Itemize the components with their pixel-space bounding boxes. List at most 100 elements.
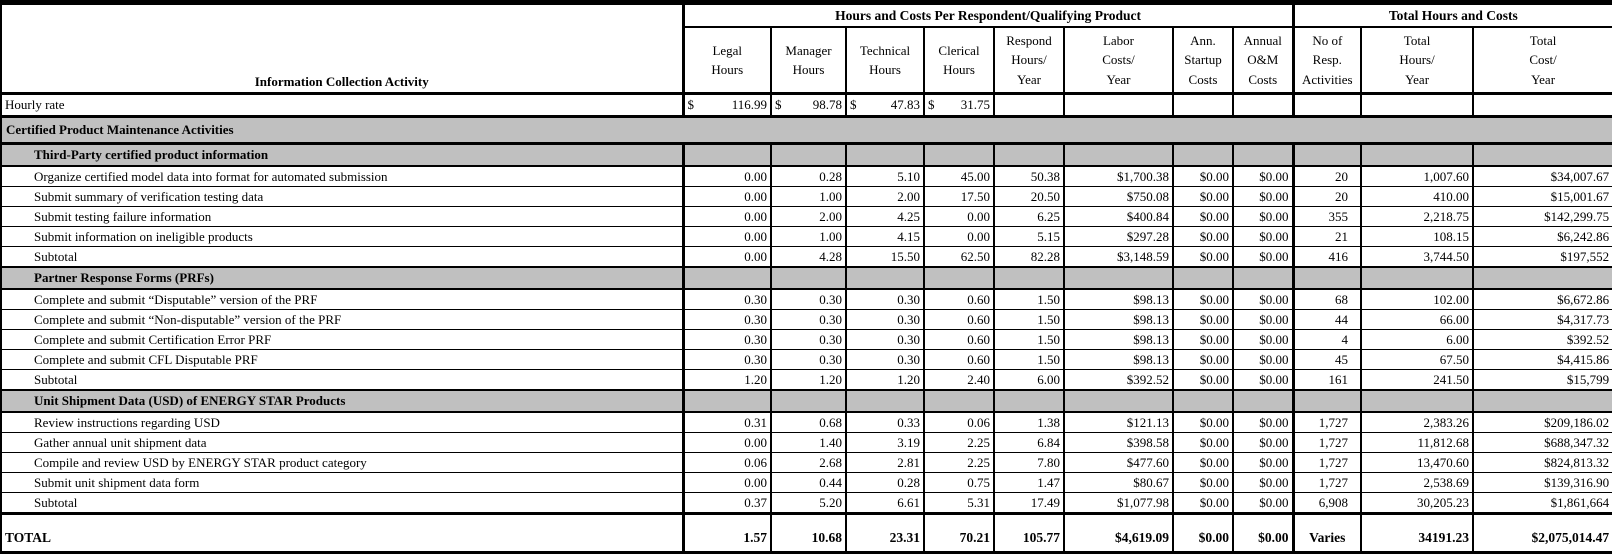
cell-labor-costs-year: $1,700.38: [1063, 165, 1174, 187]
cell-legal-hours: 1.20: [682, 369, 772, 391]
activity-label: Submit information on ineligible product…: [0, 226, 685, 247]
cell-labor-costs-year: $98.13: [1063, 288, 1174, 310]
cell-legal-hours: 0.30: [682, 309, 772, 330]
cell-respond-hours-year: 6.25: [993, 206, 1065, 227]
cell-annual-om-costs: $0.00: [1231, 349, 1295, 370]
cell-total-hours-year: 6.00: [1360, 329, 1475, 350]
cell-total-cost-year: $34,007.67: [1472, 165, 1612, 187]
cell-total-hours-year: 2,538.69: [1360, 472, 1475, 493]
cell-no-of-resp-activities: 45: [1291, 349, 1363, 370]
cell-total-hours-year: [1360, 389, 1475, 413]
cell-annual-om-costs: $0.00: [1231, 288, 1295, 310]
cell-total-cost-year: $15,799: [1472, 369, 1612, 391]
cell-legal-hours: 0.00: [682, 186, 772, 207]
cell-legal-hours: 0.00: [682, 206, 772, 227]
cell-total-cost-year: $824,813.32: [1472, 452, 1612, 473]
cell-technical-hours: [845, 266, 925, 290]
cell-total-hours-year: 410.00: [1360, 186, 1475, 207]
cell-labor-costs-year: $98.13: [1063, 309, 1174, 330]
cell-respond-hours-year: 1.50: [993, 329, 1065, 350]
cell-technical-hours: 0.30: [845, 309, 925, 330]
column-header-total-cost-year: Total Cost/ Year: [1472, 26, 1612, 95]
cell-legal-hours: 0.00: [682, 226, 772, 247]
cell-total-hours-year: 30,205.23: [1360, 492, 1475, 514]
total-cell-total-hours-year: 34191.23: [1360, 512, 1475, 553]
subtotal-row: Subtotal 0.00 4.28 15.50 62.50 82.28 $3,148.59…: [0, 246, 1612, 268]
cell-annual-om-costs: $0.00: [1231, 369, 1295, 391]
cell-legal-hours: [682, 142, 772, 167]
cell-clerical-hours: 0.00: [923, 226, 995, 247]
cell-respond-hours-year: 5.15: [993, 226, 1065, 247]
cell-technical-hours: 3.19: [845, 432, 925, 453]
activity-row: Submit testing failure information 0.00 2.…: [0, 206, 1612, 227]
currency-symbol: $: [850, 97, 857, 112]
cell-total-hours-year: 3,744.50: [1360, 246, 1475, 268]
cell-no-of-resp-activities: 355: [1291, 206, 1363, 227]
cell-legal-hours: 0.30: [682, 288, 772, 310]
cell-total-cost-year: $1,861,664: [1472, 492, 1612, 514]
total-cell-total-cost-year: $2,075,014.47: [1472, 512, 1612, 553]
cell-total-hours-year: 66.00: [1360, 309, 1475, 330]
hourly-rate-value: 31.75: [960, 97, 990, 112]
cell-manager-hours: 0.30: [770, 309, 847, 330]
total-cell-no-of-resp-activities: Varies: [1291, 512, 1363, 553]
cell-labor-costs-year: $750.08: [1063, 186, 1174, 207]
cell-total-cost-year: $392.52: [1472, 329, 1612, 350]
cell-no-of-resp-activities: 6,908: [1291, 492, 1363, 514]
cell-legal-hours: 0.00: [682, 432, 772, 453]
respondent-group-header: Hours and Costs Per Respondent/Qualifyin…: [681, 2, 1295, 28]
cell-total-cost-year: [1472, 389, 1612, 413]
cell-total-cost-year: $142,299.75: [1472, 206, 1612, 227]
total-label: TOTAL: [0, 512, 685, 553]
cell-technical-hours: 0.33: [845, 411, 925, 433]
cell-annual-om-costs: $0.00: [1231, 452, 1295, 473]
column-header-total-hours-year: Total Hours/ Year: [1360, 26, 1475, 95]
cell-annual-om-costs: $0.00: [1231, 492, 1295, 514]
cell-manager-hours: [770, 266, 847, 290]
cell-labor-costs-year: $477.60: [1063, 452, 1174, 473]
cell-labor-costs-year: [1063, 389, 1174, 413]
cell-clerical-hours: 0.06: [923, 411, 995, 433]
cell-labor-costs-year: $80.67: [1063, 472, 1174, 493]
cell-clerical-hours: 17.50: [923, 186, 995, 207]
cell-total-cost-year: $15,001.67: [1472, 186, 1612, 207]
activity-label: Subtotal: [0, 246, 685, 268]
cell-technical-hours: 0.30: [845, 288, 925, 310]
cell-no-of-resp-activities: 4: [1291, 329, 1363, 350]
column-header-clerical-hours: Clerical Hours: [923, 26, 995, 95]
cell-manager-hours: 2.68: [770, 452, 847, 473]
column-header-no-of-resp-activities: No of Resp. Activities: [1291, 26, 1363, 95]
subtotal-row: Subtotal 1.20 1.20 1.20 2.40 6.00 $392.52 $0.00…: [0, 369, 1612, 391]
cell-legal-hours: [682, 389, 772, 413]
cell-clerical-hours: 5.31: [923, 492, 995, 514]
activity-row: Submit unit shipment data form 0.00 0.44 0.…: [0, 472, 1612, 493]
cell-technical-hours: 4.15: [845, 226, 925, 247]
cell-no-of-resp-activities: 1,727: [1291, 432, 1363, 453]
cell-ann-startup-costs: $0.00: [1172, 452, 1234, 473]
total-cell-technical-hours: 23.31: [845, 512, 925, 553]
cell-manager-hours: 0.30: [770, 329, 847, 350]
cell-technical-hours: 0.30: [845, 329, 925, 350]
activity-row: Compile and review USD by ENERGY STAR pr…: [0, 452, 1612, 473]
activity-row: Complete and submit “Disputable” version…: [0, 288, 1612, 310]
cell-annual-om-costs: $0.00: [1231, 309, 1295, 330]
cell-ann-startup-costs: $0.00: [1172, 432, 1234, 453]
cell-no-of-resp-activities: 416: [1291, 246, 1363, 268]
cell-no-of-resp-activities: 20: [1291, 186, 1363, 207]
cell-no-of-resp-activities: 161: [1291, 369, 1363, 391]
cell-ann-startup-costs: $0.00: [1172, 226, 1234, 247]
column-header-ann-startup-costs: Ann. Startup Costs: [1172, 26, 1234, 95]
activity-label: Submit testing failure information: [0, 206, 685, 227]
cell-total-hours-year: 67.50: [1360, 349, 1475, 370]
cell-technical-hours: [845, 142, 925, 167]
total-cell-labor-costs-year: $4,619.09: [1063, 512, 1174, 553]
cell-no-of-resp-activities: 1,727: [1291, 452, 1363, 473]
cell-respond-hours-year: [993, 93, 1065, 117]
cell-annual-om-costs: [1231, 266, 1295, 290]
activity-row: Complete and submit Certification Error …: [0, 329, 1612, 350]
activity-row: Complete and submit CFL Disputable PRF 0.…: [0, 349, 1612, 370]
activity-label: Complete and submit CFL Disputable PRF: [0, 349, 685, 370]
cell-manager-hours: $98.78: [770, 93, 847, 117]
activity-row: Review instructions regarding USD 0.31 0.6…: [0, 411, 1612, 433]
column-header-labor-costs-year: Labor Costs/ Year: [1063, 26, 1174, 95]
